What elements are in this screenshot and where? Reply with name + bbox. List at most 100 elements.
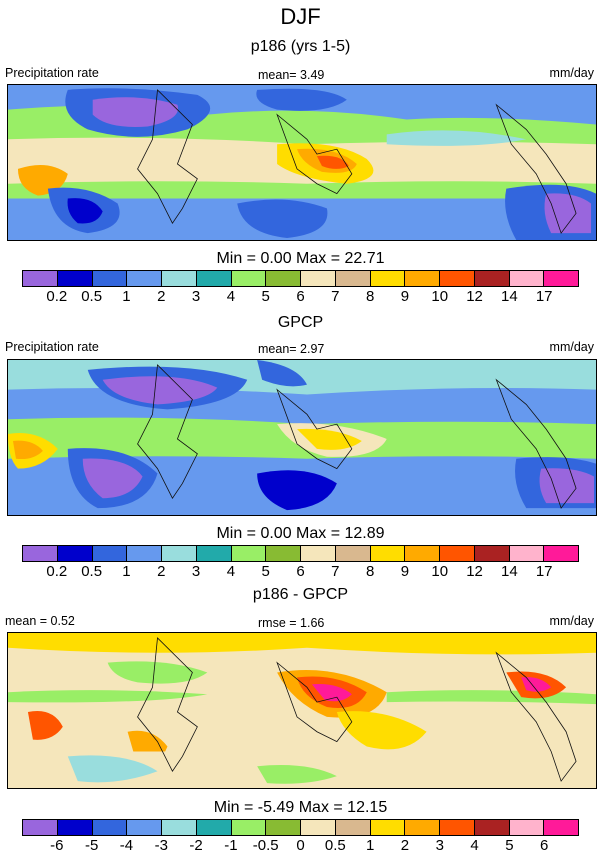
minmax-obs: Min = 0.00 Max = 12.89 (216, 525, 385, 542)
colorbar-swatch (335, 546, 371, 561)
colorbar-tick-label: 12 (466, 563, 483, 580)
colorbar-swatch (405, 820, 440, 835)
colorbar-swatch (440, 546, 475, 561)
colorbar-swatch (509, 820, 545, 835)
colorbar-tick-label: 0.5 (324, 837, 346, 854)
colorbar-swatch (231, 271, 267, 286)
colorbar-tick-label: 10 (431, 563, 449, 580)
map-diff (7, 632, 597, 789)
colorbar-swatch (370, 546, 406, 561)
colorbar-swatch (405, 271, 440, 286)
colorbar-swatch (509, 546, 545, 561)
colorbar-tick-label: 3 (435, 837, 444, 854)
colorbar-swatch (301, 271, 336, 286)
colorbar-tick-label: 2 (400, 837, 410, 854)
map-obs-svg (8, 360, 596, 515)
colorbar-tick-label: -4 (119, 837, 134, 854)
colorbar-tick-label: 0.5 (81, 288, 103, 305)
colorbar-swatch (23, 546, 58, 561)
colorbar-tick-label: 9 (400, 563, 410, 580)
panel-title-obs: GPCP (277, 314, 324, 331)
colorbar-swatch (544, 820, 578, 835)
colorbar-tick-label: -3 (154, 837, 168, 854)
colorbar-tick-label: 6 (296, 563, 305, 580)
colorbar-swatch (57, 820, 93, 835)
colorbar-tick-label: 5 (505, 837, 514, 854)
colorbar-tick-label: 8 (365, 563, 375, 580)
colorbar-tick-label: 14 (501, 563, 518, 580)
colorbar-tick-label: 5 (261, 288, 270, 305)
colorbar-swatch (57, 546, 93, 561)
panel-units-model: mm/day (549, 66, 594, 80)
colorbar-swatch (57, 271, 93, 286)
colorbar-tick-label: 7 (331, 563, 340, 580)
panel-left-label-model: Precipitation rate (5, 66, 99, 80)
panel-mean-obs: mean= 2.97 (258, 342, 325, 356)
colorbar-swatch (162, 820, 197, 835)
colorbar-tick-label: -5 (84, 837, 99, 854)
colorbar-tick-label: 17 (535, 563, 553, 580)
colorbar-swatch (196, 820, 232, 835)
colorbar-tick-label: 9 (400, 288, 410, 305)
colorbar-tick-label: 1 (122, 288, 131, 305)
colorbar-swatch (92, 820, 128, 835)
colorbar-swatch (544, 546, 578, 561)
map-diff-svg (8, 633, 596, 788)
colorbar-obs (22, 545, 579, 562)
colorbar-swatch (196, 546, 232, 561)
colorbar-swatch (474, 546, 510, 561)
colorbar-swatch (335, 820, 371, 835)
colorbar-tick-label: 14 (501, 288, 518, 305)
colorbar-swatch (162, 546, 197, 561)
panel-title-diff: p186 - GPCP (252, 586, 349, 603)
colorbar-ticks-model: 0.2 0.5 1 2 3 4 5 6 7 8 9 10 12 14 17 (22, 288, 579, 306)
colorbar-swatch (370, 820, 406, 835)
colorbar-swatch (127, 271, 162, 286)
colorbar-tick-label: 0 (296, 837, 305, 854)
colorbar-swatch (92, 546, 128, 561)
colorbar-swatch (544, 271, 578, 286)
panel-rmse-diff: rmse = 1.66 (258, 616, 325, 630)
colorbar-tick-label: -6 (50, 837, 64, 854)
colorbar-swatch (231, 546, 267, 561)
colorbar-tick-label: 10 (431, 288, 449, 305)
colorbar-swatch (23, 271, 58, 286)
colorbar-ticks-obs: 0.2 0.5 1 2 3 4 5 6 7 8 9 10 12 14 17 (22, 563, 579, 581)
panel-mean-diff: mean = 0.52 (5, 614, 75, 628)
colorbar-tick-label: 0.5 (81, 563, 103, 580)
colorbar-tick-label: -0.5 (252, 837, 279, 854)
colorbar-tick-label: 0.2 (46, 563, 68, 580)
colorbar-swatch (474, 820, 510, 835)
colorbar-tick-label: 2 (157, 288, 166, 305)
colorbar-tick-label: 7 (331, 288, 340, 305)
map-obs (7, 359, 597, 516)
colorbar-tick-label: 0.2 (46, 288, 68, 305)
colorbar-tick-label: 17 (535, 288, 553, 305)
colorbar-tick-label: 5 (261, 563, 270, 580)
colorbar-tick-label: 6 (296, 288, 305, 305)
colorbar-tick-label: 4 (470, 837, 479, 854)
colorbar-tick-label: 4 (226, 563, 236, 580)
colorbar-swatch (127, 820, 162, 835)
map-model (7, 84, 597, 241)
colorbar-tick-label: 1 (365, 837, 375, 854)
colorbar-tick-label: 3 (191, 288, 201, 305)
colorbar-swatch (440, 820, 475, 835)
colorbar-swatch (266, 271, 301, 286)
colorbar-swatch (92, 271, 128, 286)
colorbar-ticks-diff: -6 -5 -4 -3 -2 -1 -0.5 0 0.5 1 2 3 4 5 6 (22, 837, 579, 855)
colorbar-tick-label: 2 (157, 563, 166, 580)
colorbar-swatch (266, 546, 301, 561)
panel-mean-model: mean= 3.49 (258, 68, 325, 82)
minmax-model: Min = 0.00 Max = 22.71 (216, 250, 385, 267)
colorbar-swatch (231, 820, 267, 835)
colorbar-swatch (127, 546, 162, 561)
minmax-diff: Min = -5.49 Max = 12.15 (213, 799, 388, 816)
colorbar-swatch (509, 271, 545, 286)
map-model-svg (8, 85, 596, 240)
panel-units-obs: mm/day (549, 340, 594, 354)
colorbar-swatch (301, 546, 336, 561)
colorbar-tick-label: 8 (365, 288, 375, 305)
panel-title-model: p186 (yrs 1-5) (250, 38, 351, 55)
colorbar-swatch (440, 271, 475, 286)
